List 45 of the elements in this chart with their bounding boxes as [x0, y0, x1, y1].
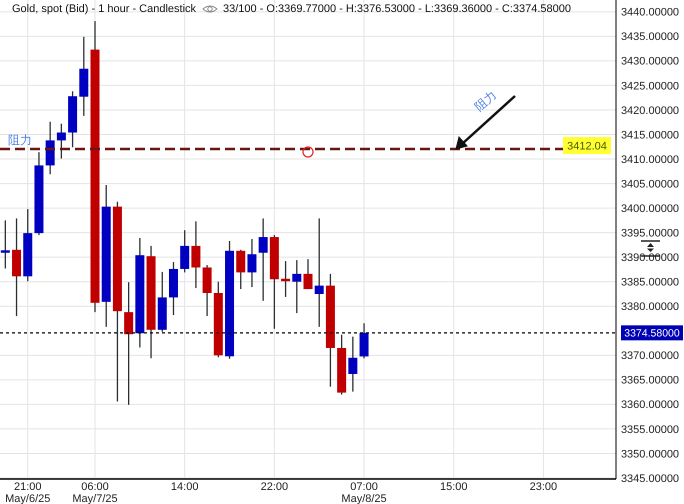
y-tick-label: 3400.00000 — [620, 202, 680, 215]
y-tick-label: 3360.00000 — [620, 399, 680, 412]
candlestick — [292, 259, 302, 314]
candlestick — [0, 220, 10, 270]
y-tick-label: 3430.00000 — [620, 56, 680, 68]
y-tick-label: 3365.00000 — [620, 374, 680, 387]
y-tick-label: 3415.00000 — [620, 129, 680, 142]
y-tick-label: 3380.00000 — [620, 301, 680, 314]
candlestick — [180, 230, 190, 274]
x-tick-label: 22:00 — [260, 481, 288, 493]
candlestick — [360, 322, 369, 360]
y-tick-label: 3440.00000 — [620, 6, 680, 19]
candlestick — [124, 282, 134, 406]
chart-title: Gold, spot (Bid) - 1 hour - Candlestick — [12, 3, 197, 15]
candlestick — [348, 336, 358, 392]
y-tick-label: 3350.00000 — [620, 448, 680, 460]
y-tick-label: 3410.00000 — [620, 154, 680, 166]
y-tick-label: 3435.00000 — [620, 31, 680, 44]
y-tick-label: 3355.00000 — [620, 424, 680, 436]
annotation: 阻力 — [472, 88, 500, 114]
y-tick-label: 3420.00000 — [620, 104, 680, 117]
ref-line-label: 3374.58000 — [624, 328, 680, 340]
candlestick — [236, 249, 246, 290]
y-tick-label: 3345.00000 — [620, 472, 680, 485]
candlestick — [304, 258, 312, 290]
x-tick-label: 14:00 — [170, 481, 198, 493]
x-tick-label: 07:00 May/8/25 — [341, 481, 387, 504]
annotation: 阻力 — [8, 133, 32, 147]
x-tick-label: 06:00 May/7/25 — [72, 481, 118, 504]
y-tick-label: 3390.00000 — [620, 252, 680, 264]
y-tick-label: 3370.00000 — [620, 350, 680, 362]
y-tick-label: 3425.00000 — [620, 80, 680, 92]
y-tick-label: 3405.00000 — [620, 178, 680, 190]
x-tick-label: 23:00 — [530, 481, 558, 493]
candlestick — [191, 220, 200, 289]
candlestick — [247, 238, 256, 288]
y-tick-label: 3385.00000 — [620, 276, 680, 289]
candlestick — [314, 218, 324, 328]
ref-line-label: 3412.04 — [567, 140, 607, 152]
x-tick-label: 15:00 — [440, 481, 468, 493]
y-tick-label: 3395.00000 — [620, 227, 680, 240]
chart-subtitle: 33/100 - O:3369.77000 - H:3376.53000 - L:3369.36000 - C:3374.58000 — [223, 3, 571, 15]
candlestick — [258, 218, 268, 302]
x-tick-label: 21:00 May/6/25 — [5, 481, 50, 504]
candlestick — [56, 123, 66, 160]
